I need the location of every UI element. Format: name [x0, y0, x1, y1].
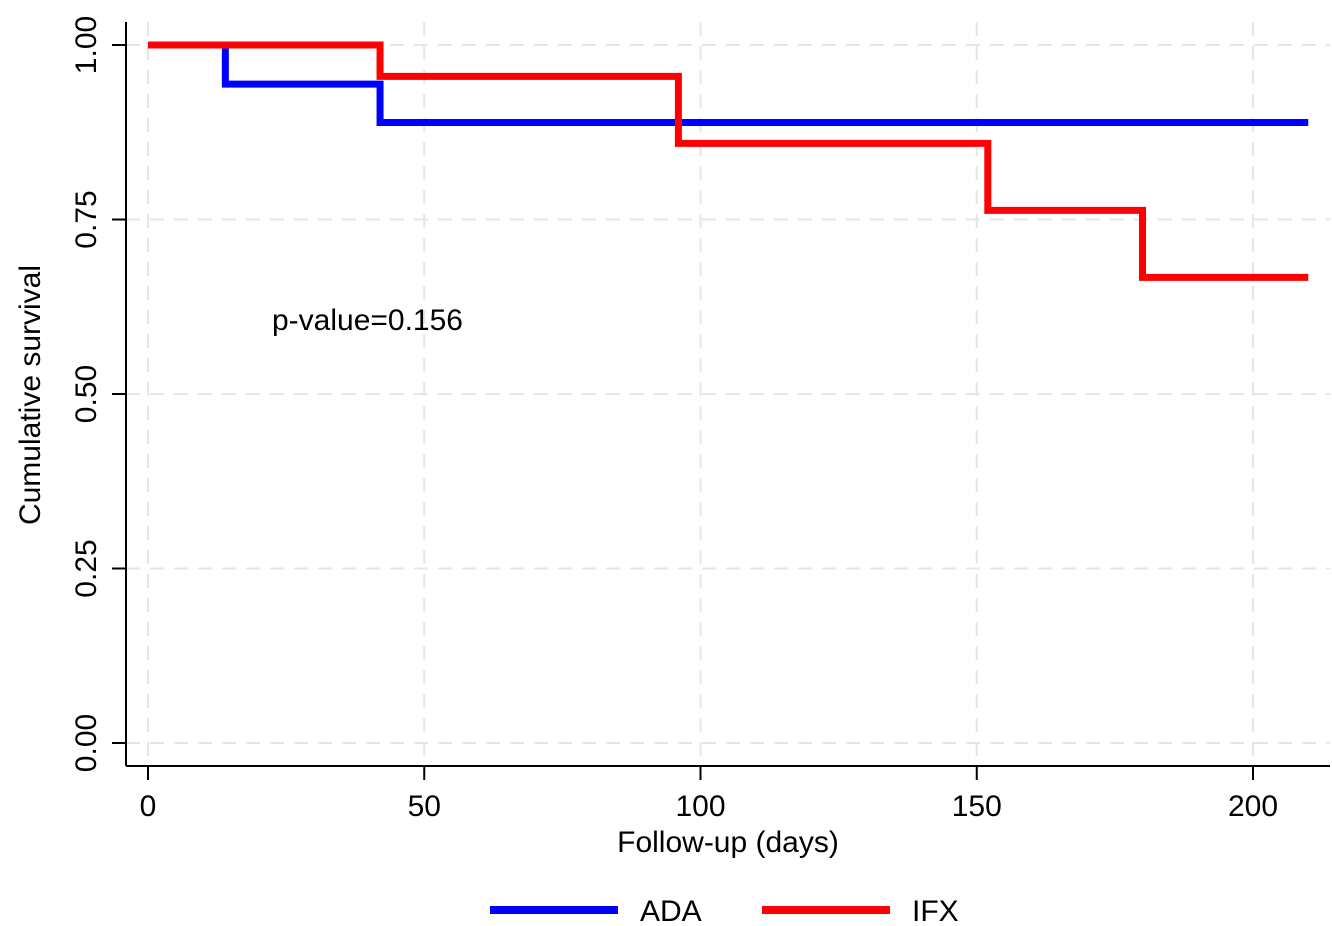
y-tick-label-2: 0.50: [70, 365, 103, 423]
series-layer: [148, 41, 1309, 281]
y-tick-label-4: 1.00: [70, 16, 103, 74]
p-value-annotation: p-value=0.156: [272, 304, 463, 337]
grid-layer: [126, 22, 1330, 766]
x-tick-label-4: 200: [1228, 790, 1278, 823]
text-layer: Follow-up (days) Cumulative survival p-v…: [14, 265, 839, 859]
series-line-ifx: [148, 41, 1309, 281]
axes-layer: 0 50 100 150 200 0.00 0.25 0.50 0.75 1.00: [70, 16, 1330, 823]
legend: ADA IFX: [490, 895, 959, 926]
x-tick-label-1: 50: [408, 790, 441, 823]
x-axis-title: Follow-up (days): [617, 826, 839, 859]
y-axis-title: Cumulative survival: [14, 265, 47, 525]
x-tick-label-2: 100: [675, 790, 725, 823]
y-tick-label-3: 0.75: [70, 190, 103, 248]
y-tick-label-0: 0.00: [70, 714, 103, 772]
x-tick-label-3: 150: [952, 790, 1002, 823]
legend-label-ifx: IFX: [912, 895, 959, 926]
x-tick-label-0: 0: [140, 790, 157, 823]
series-line-ada: [148, 41, 1309, 126]
legend-label-ada: ADA: [640, 895, 702, 926]
y-tick-label-1: 0.25: [70, 539, 103, 597]
